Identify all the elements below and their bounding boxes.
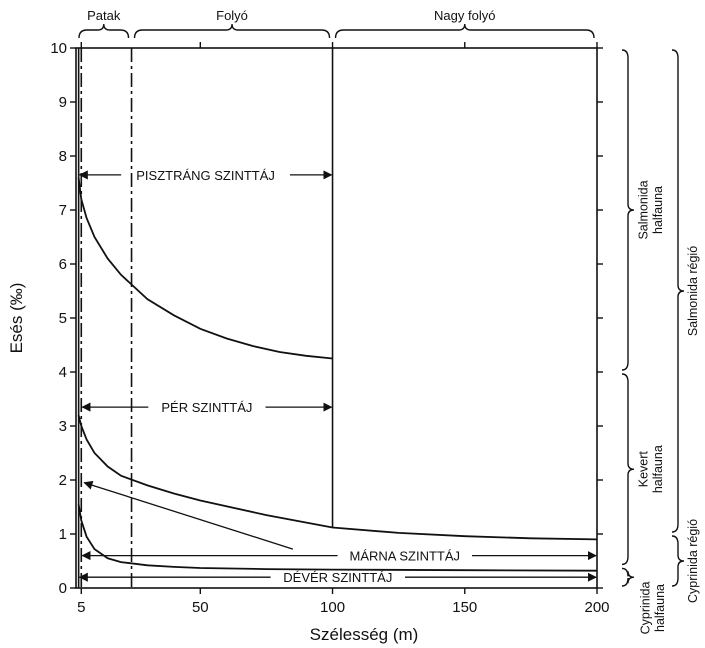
x-tick-label: 50 (192, 599, 209, 616)
y-tick-label: 6 (59, 256, 67, 273)
width-class-label: Patak (87, 8, 121, 23)
x-tick-label: 150 (452, 599, 477, 616)
zone-dividers (77, 48, 334, 588)
y-tick-label: 10 (50, 40, 67, 57)
y-tick-label: 7 (59, 202, 67, 219)
y-tick-label: 1 (59, 526, 67, 543)
width-class-label: Nagy folyó (434, 8, 495, 23)
width-class-header: Patak Folyó Nagy folyó (78, 8, 595, 39)
x-tick-label: 5 (77, 599, 85, 616)
width-class-brace (334, 23, 595, 39)
fauna-region-brackets: Salmonidahalfauna Keverthalfauna Cyprinida… (621, 49, 700, 635)
region-brace (671, 49, 685, 533)
y-tick-label: 8 (59, 148, 67, 165)
marna-diagonal-arrow (83, 480, 294, 550)
y-tick-label: 4 (59, 364, 67, 381)
x-tick-label: 100 (320, 599, 345, 616)
y-tick-label: 5 (59, 310, 67, 327)
y-axis-ticks: 0 1 2 3 4 5 6 7 8 9 10 (50, 40, 603, 597)
y-axis-title: Esés (‰) (7, 283, 26, 354)
width-class-label: Folyó (216, 8, 248, 23)
fauna-label: Salmonidahalfauna (637, 180, 665, 239)
series-line-3 (77, 504, 598, 572)
zone-label: PÉR SZINTTÁJ (161, 400, 252, 415)
x-axis-ticks: 5 50 100 150 200 (77, 42, 610, 616)
y-tick-label: 0 (59, 580, 67, 597)
fauna-label: Keverthalfauna (637, 445, 665, 493)
plot-border (75, 47, 598, 589)
x-axis-title: Szélesség (m) (310, 625, 419, 644)
gradient-curves (77, 177, 598, 572)
x-tick-label: 200 (584, 599, 609, 616)
zone-label: DÉVÉR SZINTTÁJ (283, 570, 392, 585)
zone-arrows: PISZTRÁNG SZINTTÁJ PÉR SZINTTÁJ MÁRNA SZIN… (78, 168, 597, 585)
width-class-brace (78, 23, 130, 39)
width-class-brace (133, 23, 331, 39)
series-line-1 (77, 177, 333, 360)
y-tick-label: 9 (59, 94, 67, 111)
y-tick-label: 3 (59, 418, 67, 435)
series-line-2 (77, 414, 598, 541)
fauna-label: Cyprinidahalfauna (639, 582, 667, 635)
fauna-brace (621, 49, 635, 371)
fauna-brace (621, 567, 635, 587)
region-label: Salmonida régió (686, 246, 700, 336)
region-brace (671, 535, 685, 587)
region-label: Cyprinida régió (686, 519, 700, 603)
y-tick-label: 2 (59, 472, 67, 489)
fauna-brace (621, 373, 635, 566)
zone-label: MÁRNA SZINTTÁJ (350, 549, 461, 564)
plot-frame (75, 47, 598, 589)
zone-label: PISZTRÁNG SZINTTÁJ (136, 168, 275, 183)
